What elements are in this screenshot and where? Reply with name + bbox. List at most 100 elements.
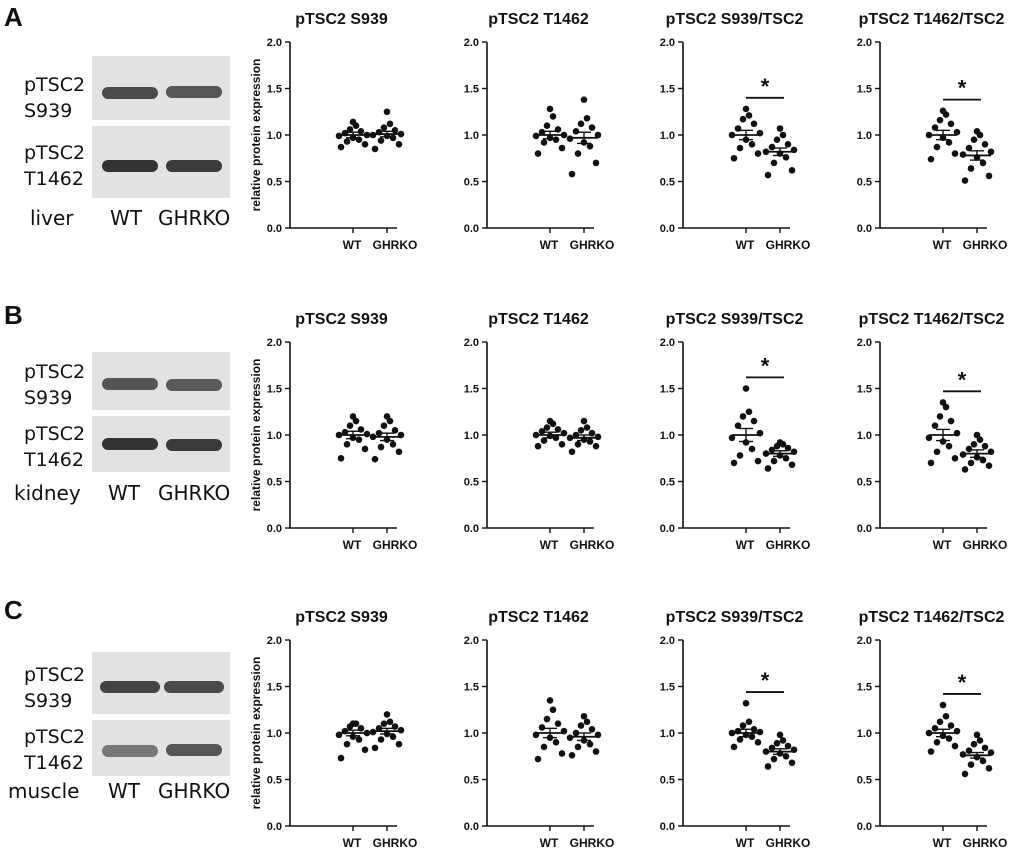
y-tick-label: 1.0 <box>857 130 872 142</box>
data-point-wt <box>742 105 750 113</box>
data-point-ghrko <box>973 731 981 739</box>
data-point-wt <box>736 452 744 459</box>
chart-title: pTSC2 S939/TSC2 <box>666 311 804 328</box>
x-tick-label: WT <box>343 538 362 552</box>
y-tick-label: 0.5 <box>267 177 282 189</box>
data-point-ghrko <box>371 455 379 463</box>
blot-label-t1462: pTSC2 T1462 <box>24 726 86 774</box>
chart-title: pTSC2 T1462 <box>488 11 589 28</box>
y-tick-label: 1.5 <box>660 682 675 694</box>
data-point-ghrko <box>768 446 776 454</box>
data-point-ghrko <box>377 443 385 451</box>
data-point-ghrko <box>580 417 588 425</box>
band-wt <box>100 681 160 693</box>
data-point-ghrko <box>592 442 600 450</box>
tissue-label-kidney: kidney <box>14 481 81 505</box>
data-point-wt <box>730 459 738 467</box>
data-point-wt <box>925 434 933 442</box>
y-axis-label: relative protein expression <box>249 657 263 810</box>
data-point-ghrko <box>979 159 987 167</box>
data-point-ghrko <box>976 737 984 744</box>
data-point-ghrko <box>577 120 585 128</box>
y-tick-label: 0.0 <box>857 223 872 235</box>
data-point-ghrko <box>770 159 778 167</box>
data-point-wt <box>337 454 345 462</box>
y-tick-label: 1.5 <box>857 84 872 96</box>
data-point-ghrko <box>987 749 995 756</box>
data-point-ghrko <box>788 759 796 767</box>
data-point-ghrko <box>380 124 388 131</box>
x-tick-label: GHRKO <box>373 538 418 552</box>
data-point-wt <box>745 718 753 726</box>
data-point-ghrko <box>380 720 388 727</box>
data-point-ghrko <box>764 763 772 770</box>
data-point-wt <box>748 141 756 148</box>
data-point-ghrko <box>770 755 778 763</box>
data-point-wt <box>543 424 551 431</box>
data-point-wt <box>739 413 747 420</box>
data-point-wt <box>736 144 744 152</box>
data-point-ghrko <box>594 433 602 441</box>
data-point-wt <box>933 143 941 151</box>
data-point-ghrko <box>389 441 397 448</box>
data-point-ghrko <box>776 731 784 739</box>
data-point-ghrko <box>773 136 781 143</box>
data-point-ghrko <box>776 439 784 446</box>
data-point-ghrko <box>770 457 778 465</box>
data-point-ghrko <box>380 422 388 429</box>
y-tick-label: 1.0 <box>464 130 479 142</box>
chart-a-1: pTSC2 S939 0.0 0.5 1.0 1.5 2.0 WT GHRKO relative… <box>249 11 417 252</box>
data-point-ghrko <box>768 744 776 752</box>
data-point-wt <box>540 139 548 146</box>
data-point-ghrko <box>580 96 588 103</box>
data-point-ghrko <box>981 744 989 752</box>
data-point-ghrko <box>577 722 585 729</box>
data-point-ghrko <box>594 131 602 139</box>
band-wt <box>102 438 158 450</box>
chart-b-4: pTSC2 T1462/TSC2 0.0 0.5 1.0 1.5 2.0 WT GHRKO * <box>857 311 1008 552</box>
y-tick-label: 0.0 <box>857 821 872 833</box>
data-point-wt <box>756 728 764 736</box>
data-point-ghrko <box>377 736 385 743</box>
data-point-wt <box>730 154 738 162</box>
chart-title: pTSC2 S939/TSC2 <box>666 609 804 626</box>
y-tick-label: 0.5 <box>660 775 675 787</box>
band-ghrko <box>166 439 222 451</box>
chart-b-3: pTSC2 S939/TSC2 0.0 0.5 1.0 1.5 2.0 WT GHRKO * <box>660 311 811 552</box>
data-point-ghrko <box>764 465 772 472</box>
data-point-ghrko <box>985 172 993 180</box>
band-ghrko <box>166 160 222 172</box>
x-tick-label: GHRKO <box>766 836 811 850</box>
data-point-wt <box>549 113 557 120</box>
data-point-wt <box>538 427 546 435</box>
chart-title: pTSC2 T1462/TSC2 <box>859 11 1005 28</box>
chart-title: pTSC2 T1462/TSC2 <box>859 311 1005 328</box>
data-point-wt <box>745 112 753 119</box>
data-point-wt <box>543 122 551 129</box>
y-tick-label: 0.0 <box>464 223 479 235</box>
data-point-ghrko <box>965 144 973 152</box>
data-point-ghrko <box>784 742 792 750</box>
chart-title: pTSC2 S939/TSC2 <box>666 11 804 28</box>
chart-title: pTSC2 S939 <box>295 609 388 626</box>
data-point-wt <box>549 706 557 714</box>
y-tick-label: 0.0 <box>267 223 282 235</box>
data-point-ghrko <box>572 431 580 439</box>
band-wt <box>102 745 158 757</box>
data-point-wt <box>945 442 953 450</box>
x-tick-label: WT <box>540 836 559 850</box>
data-point-ghrko <box>985 462 993 469</box>
significance-star: * <box>958 76 967 101</box>
x-tick-label: GHRKO <box>373 836 418 850</box>
data-point-wt <box>750 417 758 425</box>
data-point-wt <box>558 144 566 152</box>
blot-kidney-s939 <box>92 352 230 410</box>
data-point-wt <box>554 720 562 727</box>
x-tick-label: WT <box>736 538 755 552</box>
band-wt <box>102 87 158 99</box>
data-point-ghrko <box>572 127 580 135</box>
blot-label-t1462: pTSC2 T1462 <box>24 423 86 471</box>
y-tick-label: 1.0 <box>660 430 675 442</box>
data-point-wt <box>346 422 354 429</box>
y-tick-label: 0.0 <box>267 821 282 833</box>
